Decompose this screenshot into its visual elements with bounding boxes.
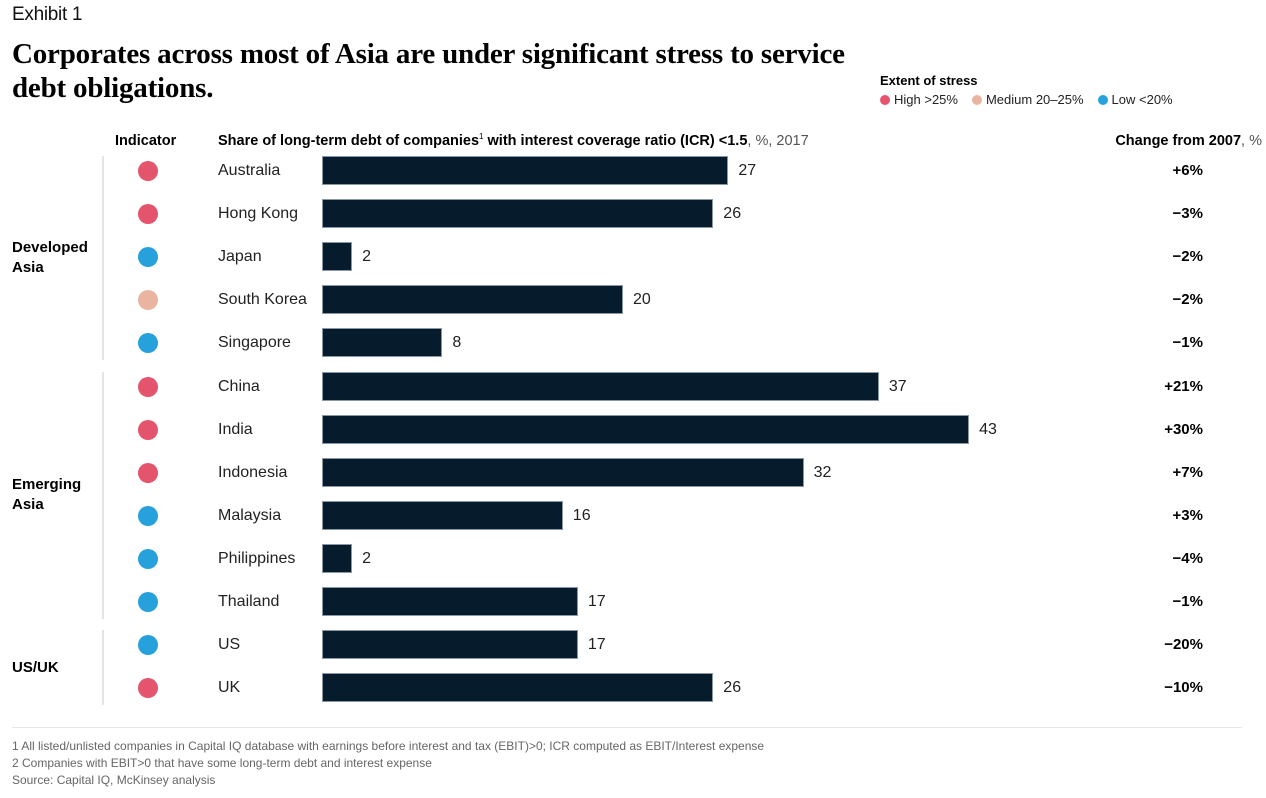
share-header-main-2: with interest coverage ratio (ICR) <1.5 xyxy=(483,133,748,149)
group-label: Developed Asia xyxy=(12,239,88,277)
bar xyxy=(322,371,879,401)
bar-value-label: 26 xyxy=(723,679,742,697)
bar xyxy=(322,500,563,530)
country-label: Australia xyxy=(218,162,281,179)
bar-value-label: 17 xyxy=(587,593,606,610)
share-header-main: Share of long-term debt of companies xyxy=(218,133,480,149)
country-label: Malaysia xyxy=(218,506,282,524)
column-header-change: Change from 2007, % xyxy=(1115,133,1262,149)
bar xyxy=(322,156,729,185)
bar xyxy=(322,285,623,315)
country-label: Japan xyxy=(218,248,262,266)
indicator-dot-icon xyxy=(138,419,158,440)
bar-value-label: 43 xyxy=(979,420,997,438)
country-label: China xyxy=(218,377,260,395)
change-value: −1% xyxy=(1172,334,1203,352)
indicator-dot-icon xyxy=(138,290,158,311)
legend-label-low: Low <20% xyxy=(1111,92,1173,107)
indicator-dot-icon xyxy=(138,635,158,656)
change-header-main: Change from 2007 xyxy=(1115,133,1242,149)
change-value: +21% xyxy=(1164,377,1203,395)
country-label: US xyxy=(218,636,241,654)
group-label: Emerging Asia xyxy=(12,476,82,514)
legend-item-high: High >25% xyxy=(880,92,958,107)
group-divider xyxy=(102,156,104,361)
country-label: Hong Kong xyxy=(218,205,299,223)
bar-value-label: 37 xyxy=(888,377,907,395)
bar-value-label: 17 xyxy=(587,636,606,654)
footnote-2: 2 Companies with EBIT>0 that have some l… xyxy=(12,756,432,770)
change-value: +30% xyxy=(1164,420,1203,438)
bar xyxy=(322,630,578,660)
country-label: Singapore xyxy=(218,334,291,352)
country-label: India xyxy=(218,420,253,438)
indicator-dot-icon xyxy=(138,505,158,526)
group-label: US/UK xyxy=(12,658,59,676)
legend-title: Extent of stress xyxy=(880,73,978,88)
change-value: −20% xyxy=(1164,636,1203,654)
indicator-dot-icon xyxy=(138,333,158,354)
footer-divider xyxy=(12,727,1242,728)
legend-item-low: Low <20% xyxy=(1097,92,1173,107)
footnote-1: 1 All listed/unlisted companies in Capit… xyxy=(12,739,765,753)
change-value: −3% xyxy=(1172,205,1203,223)
bar-value-label: 26 xyxy=(723,205,742,223)
bar-value-label: 27 xyxy=(738,162,757,179)
country-label: Thailand xyxy=(218,593,280,610)
legend-dot-low-icon xyxy=(1097,94,1108,105)
country-label: UK xyxy=(218,679,241,697)
change-value: −1% xyxy=(1172,593,1203,610)
change-value: −4% xyxy=(1172,549,1203,567)
group-divider xyxy=(102,630,104,706)
country-label: Indonesia xyxy=(218,463,288,481)
chart-title: Corporates across most of Asia are under… xyxy=(12,38,845,104)
bar xyxy=(322,587,578,616)
country-label: Philippines xyxy=(218,549,296,567)
exhibit-label: Exhibit 1 xyxy=(12,4,83,25)
column-header-indicator: Indicator xyxy=(115,133,177,149)
source-note: Source: Capital IQ, McKinsey analysis xyxy=(12,773,216,787)
indicator-dot-icon xyxy=(138,204,158,225)
indicator-dot-icon xyxy=(138,462,158,483)
change-value: −2% xyxy=(1172,291,1203,309)
change-value: +6% xyxy=(1172,162,1203,179)
indicator-dot-icon xyxy=(138,161,158,181)
legend-dot-high-icon xyxy=(880,94,890,105)
bar xyxy=(322,328,443,358)
legend-label-high: High >25% xyxy=(894,92,958,107)
change-value: −2% xyxy=(1172,248,1203,266)
indicator-dot-icon xyxy=(138,592,158,612)
legend: High >25% Medium 20–25% Low <20% xyxy=(880,92,1173,107)
indicator-dot-icon xyxy=(138,247,158,268)
footnote-ref-1: 1 xyxy=(479,132,484,142)
bar xyxy=(322,414,970,444)
bar xyxy=(322,199,714,229)
bar xyxy=(322,242,353,272)
share-header-unit: , %, 2017 xyxy=(747,133,809,149)
indicator-dot-icon xyxy=(138,548,158,569)
legend-item-medium: Medium 20–25% xyxy=(971,92,1084,107)
bar-value-label: 20 xyxy=(633,291,651,309)
legend-dot-medium-icon xyxy=(971,94,982,105)
legend-label-medium: Medium 20–25% xyxy=(985,92,1084,107)
group-divider xyxy=(102,371,104,619)
change-value: −10% xyxy=(1164,679,1203,697)
bar xyxy=(322,543,353,573)
change-value: +3% xyxy=(1172,506,1203,524)
bar-value-label: 8 xyxy=(452,334,462,352)
bar-value-label: 32 xyxy=(813,463,832,481)
bar xyxy=(322,457,804,487)
change-value: +7% xyxy=(1172,463,1203,481)
indicator-dot-icon xyxy=(138,678,158,699)
indicator-dot-icon xyxy=(138,376,158,397)
bar-value-label: 2 xyxy=(362,248,371,266)
change-header-unit: , % xyxy=(1241,133,1262,149)
bar-value-label: 2 xyxy=(362,549,371,567)
country-label: South Korea xyxy=(218,291,307,309)
bar xyxy=(322,673,714,703)
column-header-share: Share of long-term debt of companies1 wi… xyxy=(218,133,809,149)
bar-value-label: 16 xyxy=(572,506,591,524)
